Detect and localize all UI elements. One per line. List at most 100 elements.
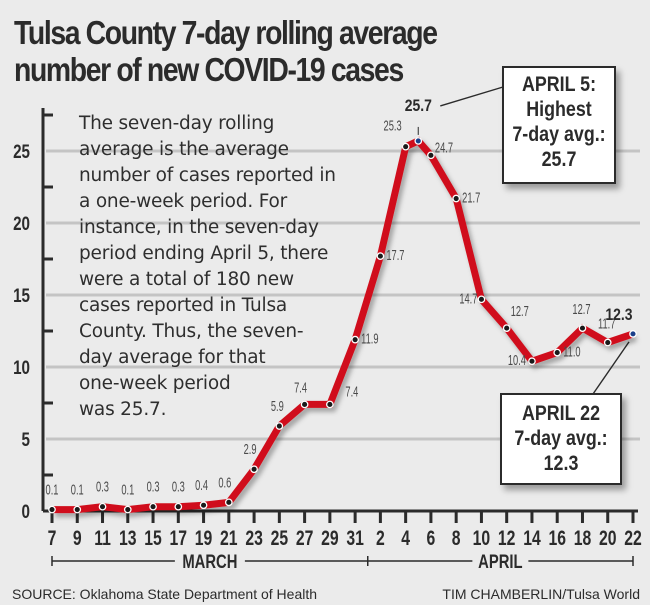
x-tick-label: 20 [599, 526, 617, 550]
y-tick-label: 10 [13, 356, 30, 378]
data-point [351, 335, 359, 344]
data-point [427, 151, 435, 160]
data-labels: 0.1 0.1 0.3 0.1 0.3 0.3 0.4 0.6 2.9 5.9 7.4 7.4 11.9… [46, 97, 633, 498]
data-label: 12.7 [511, 303, 529, 320]
x-tick-label: 11 [94, 526, 111, 550]
data-label: 0.3 [96, 478, 109, 495]
callout-leaders [440, 86, 630, 395]
x-tick-label: 13 [119, 526, 137, 550]
x-tick-label: 27 [296, 526, 314, 550]
y-tick-label: 20 [13, 212, 30, 234]
data-label: 10.4 [508, 352, 526, 369]
source-credit: SOURCE: Oklahoma State Department of Hea… [12, 586, 318, 602]
explainer-text: The seven-day rolling average is the ave… [79, 113, 336, 420]
data-point [224, 498, 233, 507]
callout-latest: APRIL 22 7-day avg.: 12.3 [500, 393, 622, 485]
data-point [199, 501, 208, 510]
data-point [629, 330, 637, 338]
data-point [477, 295, 486, 304]
callout-peak-line1: APRIL 5: [521, 73, 597, 96]
data-label: 24.7 [435, 139, 453, 156]
data-point [149, 502, 157, 511]
callout-latest-line3: 12.3 [543, 452, 579, 475]
callout-peak-leader [440, 86, 504, 107]
x-tick-label: 12 [498, 526, 516, 550]
data-label: 7.4 [294, 379, 307, 396]
data-label: 21.7 [462, 189, 480, 206]
x-tick-label: 21 [220, 526, 238, 550]
y-tick-label: 15 [13, 284, 30, 306]
data-point [414, 137, 423, 145]
data-label: 11.9 [361, 330, 378, 347]
data-point [326, 400, 334, 409]
callout-peak-line3: 7-day avg.: [512, 123, 606, 146]
x-tick-label: 19 [195, 526, 213, 550]
data-point [452, 194, 461, 203]
x-tick-label: 18 [574, 526, 592, 550]
chart-title-line1: Tulsa County 7-day rolling average [14, 14, 438, 51]
x-tick-label: 6 [427, 526, 436, 550]
data-point [578, 324, 587, 332]
data-points [48, 137, 637, 514]
x-tick-label: 29 [321, 526, 339, 550]
x-tick-label: 14 [523, 526, 541, 550]
data-label: 0.4 [195, 477, 208, 494]
data-label: 0.6 [218, 474, 231, 491]
x-tick-label: 9 [73, 526, 82, 550]
y-tick-label: 25 [13, 140, 30, 162]
data-label: 25.3 [384, 117, 402, 134]
data-label: 0.3 [147, 478, 160, 495]
data-point [603, 338, 612, 347]
y-axis: 0 5 10 15 20 25 [13, 108, 53, 522]
data-point [401, 142, 410, 151]
data-point [73, 505, 82, 514]
data-point [123, 505, 132, 514]
data-label: 0.1 [71, 481, 84, 498]
x-tick-label: 25 [271, 526, 289, 550]
data-point [48, 505, 56, 514]
callout-peak-line2: Highest [526, 98, 592, 121]
data-label: 12.7 [572, 301, 590, 318]
callout-latest-line1: APRIL 22 [521, 402, 601, 425]
x-tick-label: 23 [245, 526, 263, 550]
x-tick-label: 7 [48, 526, 57, 550]
data-label: 12.3 [605, 306, 632, 325]
callout-peak-line4: 25.7 [541, 148, 577, 171]
data-label: 0.3 [172, 478, 185, 495]
chart-title-line2: number of new COVID-19 cases [14, 51, 404, 88]
data-point [275, 422, 284, 430]
callout-latest-line2: 7-day avg.: [514, 427, 608, 450]
data-label: 11.7 [598, 315, 615, 332]
x-tick-label: 31 [346, 526, 364, 550]
data-point [528, 357, 536, 366]
data-point [376, 252, 385, 260]
x-axis: 7 9 11 13 15 17 19 21 23 25 27 29 31 2 4 6 8 10 12 14 16 18 20… [43, 509, 642, 572]
data-point [502, 324, 511, 332]
data-point [174, 502, 183, 511]
month-label: MARCH [182, 551, 237, 572]
data-point [300, 400, 309, 409]
y-tick-label: 5 [22, 428, 31, 450]
data-label: 25.7 [405, 97, 432, 116]
chart-title: Tulsa County 7-day rolling average numbe… [14, 14, 438, 88]
y-tick-label: 0 [22, 500, 30, 522]
data-point [98, 502, 107, 511]
x-tick-label: 17 [170, 526, 188, 550]
x-tick-label: 15 [144, 526, 162, 550]
data-label: 0.1 [46, 481, 59, 498]
x-tick-label: 2 [376, 526, 385, 550]
data-point [553, 348, 562, 357]
data-label: 14.7 [459, 290, 477, 307]
x-tick-label: 22 [624, 526, 642, 550]
data-label: 17.7 [386, 247, 404, 264]
x-tick-label: 8 [452, 526, 461, 550]
callout-peak: APRIL 5: Highest 7-day avg.: 25.7 [502, 66, 616, 184]
data-point [250, 465, 258, 474]
photo-credit: TIM CHAMBERLIN/Tulsa World [442, 586, 640, 602]
data-label: 0.1 [121, 481, 134, 498]
x-tick-label: 10 [473, 526, 491, 550]
x-tick-label: 16 [548, 526, 566, 550]
data-label: 2.9 [244, 441, 257, 458]
callout-latest-leader [592, 341, 630, 395]
